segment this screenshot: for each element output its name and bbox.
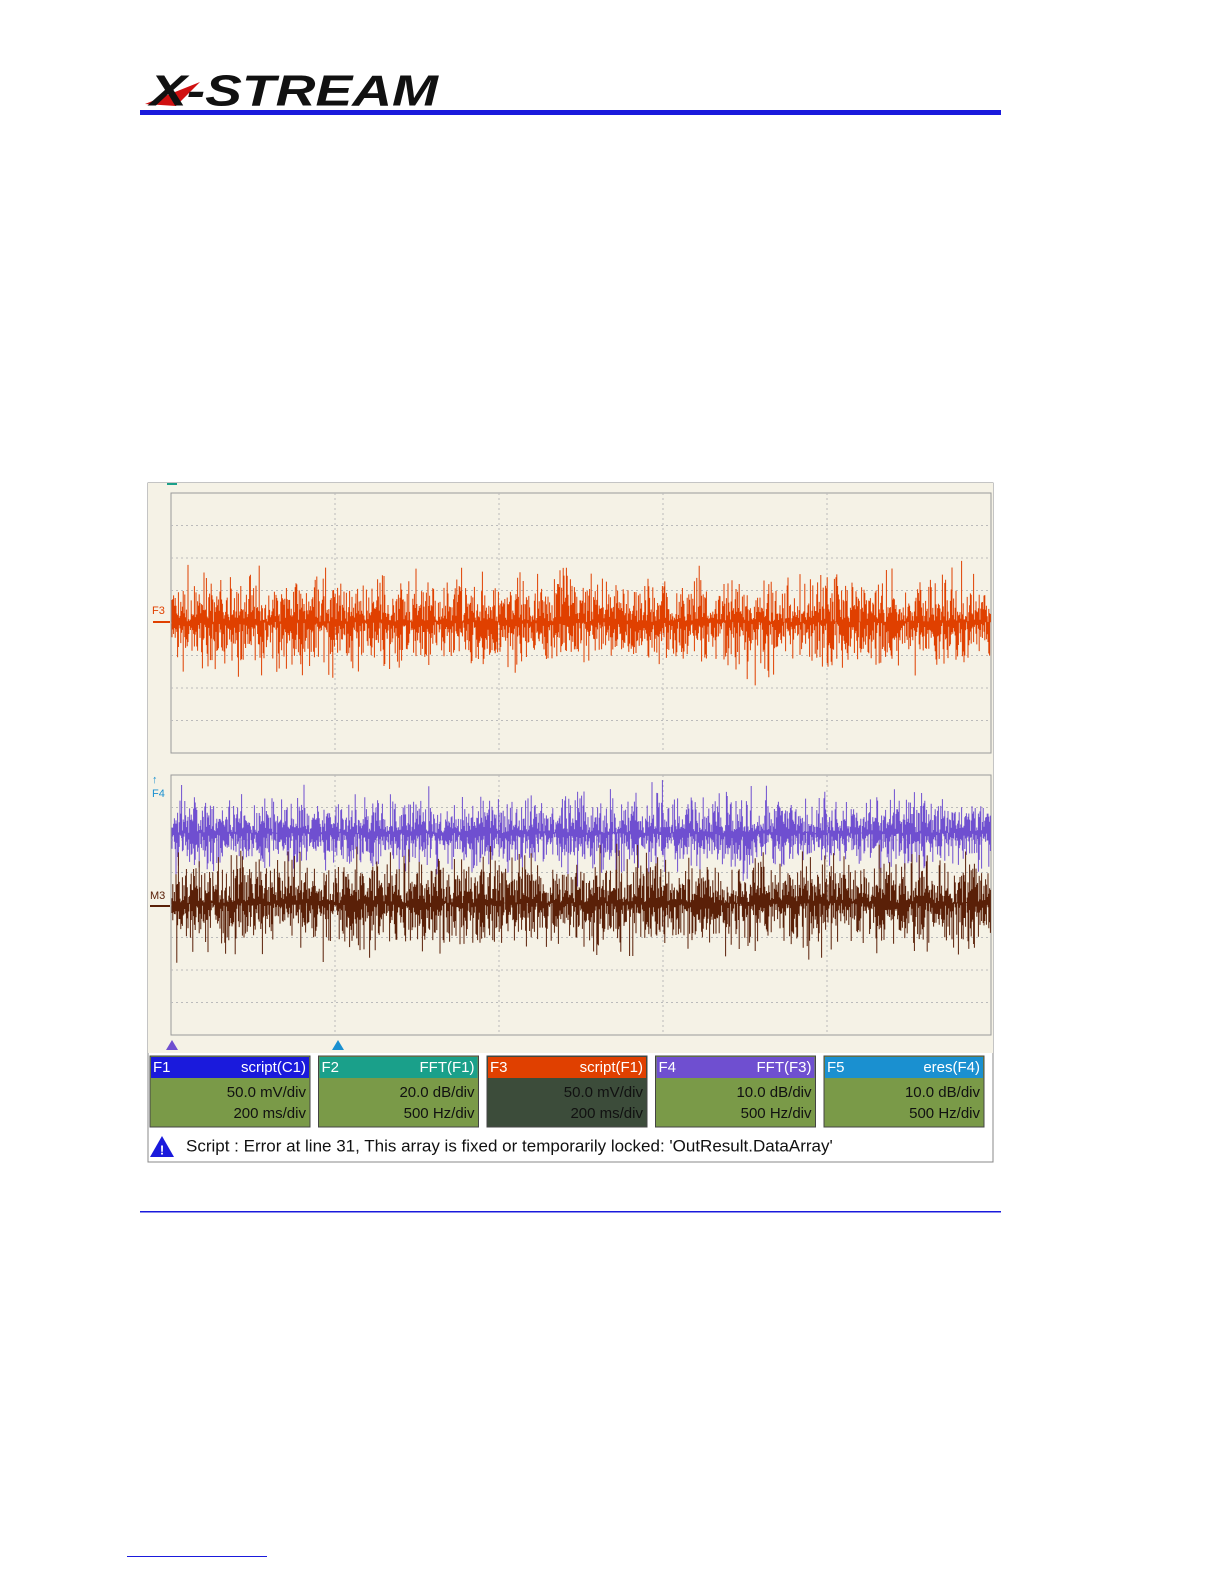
- descriptor-horizontal: 500 Hz/div: [909, 1105, 980, 1122]
- descriptor-id: F3: [490, 1059, 508, 1076]
- status-message: Script : Error at line 31, This array is…: [186, 1136, 833, 1155]
- descriptor-header: [656, 1057, 815, 1078]
- descriptor-horizontal: 500 Hz/div: [404, 1105, 475, 1122]
- waveform: [171, 843, 991, 963]
- waveforms: [171, 560, 991, 963]
- marker: [167, 483, 177, 485]
- descriptor-function: script(F1): [580, 1059, 643, 1076]
- descriptor-horizontal: 200 ms/div: [570, 1105, 643, 1122]
- descriptor-horizontal: 500 Hz/div: [741, 1105, 812, 1122]
- trigger-marker: [332, 1040, 344, 1050]
- warning-mark: !: [160, 1142, 164, 1157]
- waveform: [171, 560, 991, 686]
- scope-background: [148, 483, 993, 1053]
- descriptor-id: F2: [322, 1059, 340, 1076]
- warning-icon: [150, 1136, 174, 1157]
- header-rule: [140, 110, 1001, 115]
- descriptor-horizontal: 200 ms/div: [233, 1105, 306, 1122]
- descriptor-id: F5: [827, 1059, 845, 1076]
- logo-swoosh: [145, 82, 200, 106]
- trigger-marker: [166, 1040, 178, 1050]
- descriptors: F1 script(C1) 50.0 mV/div 200 ms/div F2 FFT(F…: [149, 1055, 985, 1128]
- footer-rule: [140, 1211, 1001, 1213]
- descriptor-function: FFT(F3): [757, 1059, 812, 1076]
- descriptor-vertical: 50.0 mV/div: [564, 1084, 644, 1101]
- descriptor-function: FFT(F1): [420, 1059, 475, 1076]
- trace-label: F3: [152, 605, 165, 617]
- descriptor-function: script(C1): [241, 1059, 306, 1076]
- descriptor-function: eres(F4): [923, 1059, 980, 1076]
- descriptor-header: [319, 1057, 478, 1078]
- descriptor-header: [151, 1057, 309, 1078]
- footer-short-rule: [127, 1556, 267, 1557]
- scope-screenshot: F3 F4 ↑ M3 F1 script(C1) 50.0 mV/div 200 ms…: [147, 482, 994, 1163]
- descriptor-vertical: 20.0 dB/div: [399, 1084, 475, 1101]
- arrow: ↑: [152, 774, 158, 786]
- descriptor-vertical: 10.0 dB/div: [736, 1084, 812, 1101]
- trace-label: M3: [150, 890, 165, 902]
- descriptor-header: [825, 1057, 983, 1078]
- descriptor-vertical: 50.0 mV/div: [227, 1084, 307, 1101]
- logo: X-STREAM: [146, 67, 439, 116]
- descriptor-id: F1: [153, 1059, 171, 1076]
- descriptor-id: F4: [659, 1059, 677, 1076]
- trace-label: F4: [152, 788, 165, 800]
- descriptor-header: [488, 1057, 646, 1078]
- descriptor-vertical: 10.0 dB/div: [905, 1084, 981, 1101]
- waveform: [171, 780, 991, 887]
